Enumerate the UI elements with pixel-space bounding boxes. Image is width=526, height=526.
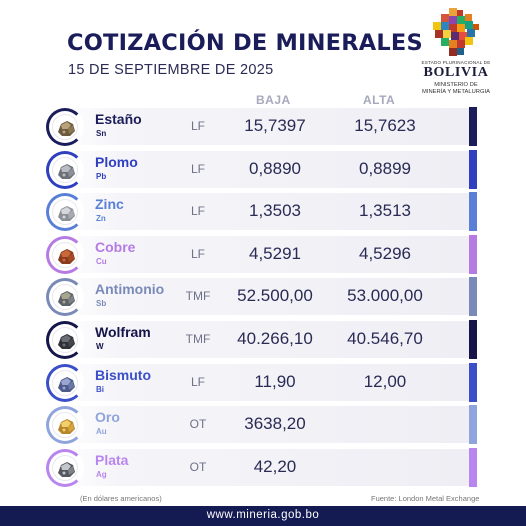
mineral-unit: TMF [185,332,211,346]
row-background [56,236,471,273]
mineral-name: Plomo [95,154,138,170]
wolfram-ore-icon [52,327,78,353]
mineral-symbol: Ag [96,470,107,479]
mineral-name: Antimonio [95,281,165,297]
row-background [56,321,471,358]
mineral-symbol: W [96,342,104,351]
currency-note: (En dólares americanos) [80,494,162,503]
mineral-name: Wolfram [95,324,151,340]
accent-bar [469,277,477,316]
high-price: 53.000,00 [347,286,423,305]
bolivia-emblem-icon [433,8,479,56]
accent-bar [469,405,477,444]
mineral-symbol: Bi [96,385,104,394]
mineral-row: Antimonio Sb TMF 52.500,00 53.000,00 [46,278,471,316]
silver-ore-icon [52,455,78,481]
quote-date: 15 DE SEPTIEMBRE DE 2025 [68,62,274,78]
low-price: 15,7397 [244,116,306,135]
mineral-symbol: Sn [96,129,107,138]
low-price: 0,8890 [249,159,301,178]
mineral-row: Estaño Sn LF 15,7397 15,7623 [46,108,471,146]
low-price: 52.500,00 [237,286,313,305]
accent-bar [469,363,477,402]
mineral-row: Plomo Pb LF 0,8890 0,8899 [46,151,471,189]
high-price: 0,8899 [359,159,411,178]
accent-bar [469,320,477,359]
mineral-unit: LF [190,247,205,261]
bismuth-ore-icon [52,370,78,396]
mineral-symbol: Pb [96,172,107,181]
mineral-unit: OT [189,460,207,474]
low-price: 1,3503 [249,201,301,220]
mineral-row: Cobre Cu LF 4,5291 4,5296 [46,236,471,274]
mineral-row: Bismuto Bi LF 11,90 12,00 [46,364,471,402]
mineral-symbol: Sb [96,299,107,308]
mineral-unit: LF [190,375,205,389]
mineral-name: Bismuto [95,367,151,383]
row-background [56,151,471,188]
low-price: 4,5291 [249,244,301,263]
ministry-logo: ESTADO PLURINACIONAL DE BOLIVIA MINISTER… [414,8,498,98]
low-price: 3638,20 [244,414,306,433]
mineral-symbol: Cu [96,257,107,266]
gold-nugget-icon [52,412,78,438]
data-source: Fuente: London Metal Exchange [371,494,480,503]
antimony-ore-icon [52,284,78,310]
accent-bar [469,192,477,231]
mineral-unit: LF [190,119,205,133]
accent-bar [469,150,477,189]
mineral-name: Zinc [95,196,124,212]
row-background [56,449,471,486]
column-header-high: ALTA [363,93,396,107]
mineral-unit: LF [190,204,205,218]
accent-bar [469,235,477,274]
mineral-unit: OT [189,417,207,431]
mineral-name: Cobre [95,239,136,255]
high-price: 15,7623 [354,116,416,135]
row-background [56,108,471,145]
website-link[interactable]: www.mineria.gob.bo [206,509,320,521]
high-price: 1,3513 [359,201,411,220]
low-price: 11,90 [254,372,296,391]
logo-ministry-line-2: MINERÍA Y METALURGIA [422,89,490,95]
mineral-unit: TMF [185,289,211,303]
mineral-row: Oro Au OT 3638,20 [46,406,471,444]
mineral-symbol: Zn [96,214,106,223]
logo-ministry-line-1: MINISTERIO DE [434,82,478,88]
low-price: 40.266,10 [237,329,313,348]
logo-estado-text: ESTADO PLURINACIONAL DE [421,60,491,65]
page-title: COTIZACIÓN DE MINERALES [67,30,423,56]
low-price: 42,20 [253,457,297,476]
mineral-row: Plata Ag OT 42,20 [46,449,471,487]
column-header-low: BAJA [256,93,291,107]
mineral-name: Oro [95,409,120,425]
lead-ore-icon [52,157,78,183]
mineral-symbol: Au [96,427,107,436]
row-background [56,364,471,401]
mineral-unit: LF [190,162,205,176]
high-price: 4,5296 [359,244,411,263]
row-background [56,278,471,315]
row-background [56,193,471,230]
accent-bar [469,448,477,487]
tin-ore-icon [52,114,78,140]
copper-ore-icon [52,242,78,268]
zinc-ore-icon [52,199,78,225]
accent-bar [469,107,477,146]
mineral-row: Wolfram W TMF 40.266,10 40.546,70 [46,321,471,359]
mineral-row: Zinc Zn LF 1,3503 1,3513 [46,193,471,231]
mineral-name: Estaño [95,111,142,127]
logo-country-text: BOLIVIA [423,65,489,80]
high-price: 40.546,70 [347,329,423,348]
high-price: 12,00 [363,372,407,391]
mineral-name: Plata [95,452,129,468]
footer-bar: www.mineria.gob.bo [0,506,526,526]
row-background [56,406,471,443]
